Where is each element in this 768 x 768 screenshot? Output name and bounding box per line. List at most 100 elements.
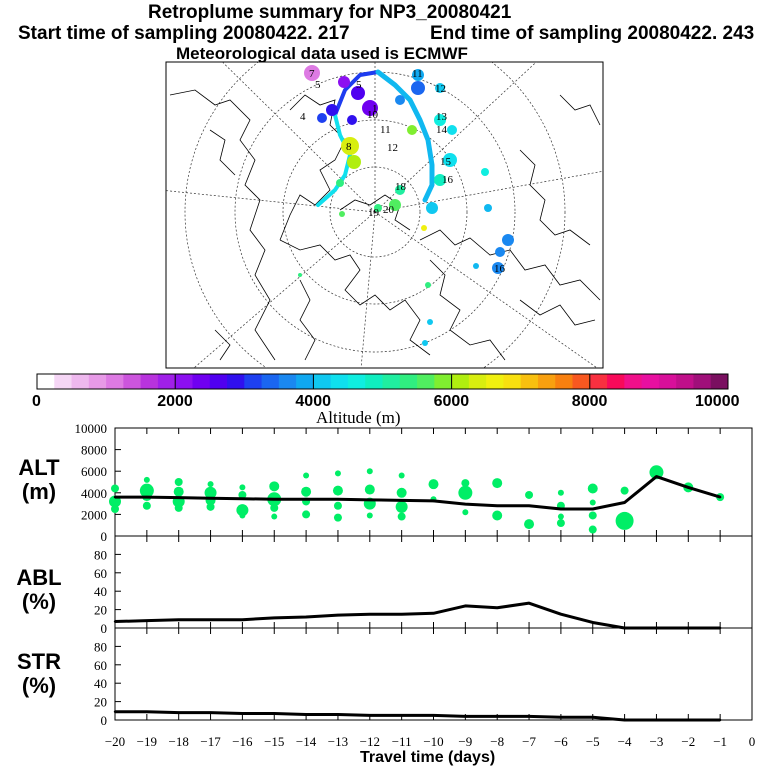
scatter-point [236,504,249,517]
scatter-point [334,470,341,477]
series-point [400,499,403,502]
series-point [464,715,467,718]
y-tick-label: 20 [94,603,107,618]
y-tick-label: 8000 [81,443,107,458]
y-tick-label: 80 [94,639,107,654]
y-tick-label: 40 [94,584,107,599]
series-point [177,496,180,499]
scatter-point [143,476,150,483]
x-tick-label: −6 [554,734,568,749]
colorbar-label: Altitude (m) [316,408,401,427]
scatter-point [524,519,535,530]
scatter-point [588,511,597,520]
series-point [400,613,403,616]
scatter-point [398,472,405,479]
series-point [432,714,435,717]
start-time-label: Start time of sampling [18,23,218,44]
x-tick-label: −3 [650,734,664,749]
series-point [209,497,212,500]
abl-ylabel-line1: ABL [16,565,62,590]
series-point [304,713,308,716]
x-tick-label: 0 [749,734,756,749]
scatter-point [111,484,119,493]
scatter-point [587,483,598,494]
x-axis-title: Travel time (days) [360,749,496,766]
scatter-point [239,484,246,491]
scatter-point [428,479,439,490]
scatter-point [270,503,279,512]
x-tick-label: −7 [522,734,536,749]
y-tick-label: 20 [94,695,107,710]
scatter-point [204,486,217,499]
colorbar-tick-label: 2000 [157,393,193,410]
series-point [687,718,690,722]
series-point [145,495,149,499]
alt-series-line [115,475,721,511]
series-point [527,504,531,507]
abl-series-line [114,601,721,630]
series-point [496,606,499,609]
series-point [241,618,244,621]
str-ylabel: STR (%) [4,650,74,698]
x-tick-label: −5 [586,734,600,749]
scatter-point [111,505,119,513]
colorbar-tick-label: 10000 [695,393,740,410]
series-point [623,718,626,722]
scatter-point [588,525,597,534]
scatter-point [206,502,215,511]
start-time-line: Start time of sampling 20080422. 217 [18,23,350,45]
series-point [273,498,276,501]
series-point [113,495,117,499]
y-tick-label: 6000 [81,464,107,479]
y-tick-label: 0 [101,713,108,728]
series-point [496,504,499,507]
alt-ylabel: ALT (m) [4,456,74,504]
series-point [655,475,658,478]
series-point [336,613,340,617]
series-point [145,619,149,622]
scatter-point [525,490,534,499]
series-point [591,716,594,719]
series-point [241,712,244,715]
colorbar-tick-label: 6000 [433,393,470,410]
scatter-point [303,472,310,479]
y-tick-label: 0 [101,621,108,636]
series-point [145,710,149,713]
scatter-point [302,510,311,519]
alt-panel: 0 2000 4000 6000 8000 10000 [75,421,753,544]
scatter-point [366,512,373,519]
series-point [177,618,180,621]
scatter-point [301,486,312,497]
meteorological-data-line: Meteorological data used is ECMWF [176,44,468,63]
series-point [432,612,435,615]
series-point [368,498,371,502]
series-point [432,499,435,503]
scatter-point [269,481,280,492]
y-tick-label: 10000 [75,421,108,436]
scatter-point [207,481,214,488]
scatter-point [557,513,564,520]
series-point [527,715,531,718]
series-point [368,714,371,717]
scatter-point [557,489,564,496]
series-point [400,714,403,717]
series-point [304,498,308,501]
scatter-point [332,485,343,496]
series-point [655,718,658,722]
scatter-point [333,513,342,522]
abl-panel: 0 20 40 60 80 [94,535,753,636]
series-point [336,498,340,501]
scatter-point [142,501,151,510]
abl-ylabel-line2: (%) [21,589,57,614]
scatter-point [271,513,278,520]
series-point [464,604,467,608]
x-tick-label: −16 [232,734,253,749]
scatter-point [462,509,469,516]
series-point [559,716,563,719]
str-panel: 0 20 40 60 80 [94,627,753,728]
end-time-value: 20080422. 243 [627,23,755,44]
end-time-line: End time of sampling 20080422. 243 [430,23,754,45]
x-tick-label: −9 [458,734,472,749]
x-tick-label: −20 [105,734,125,749]
chart-title: Retroplume summary for NP3_20080421 [148,2,512,23]
